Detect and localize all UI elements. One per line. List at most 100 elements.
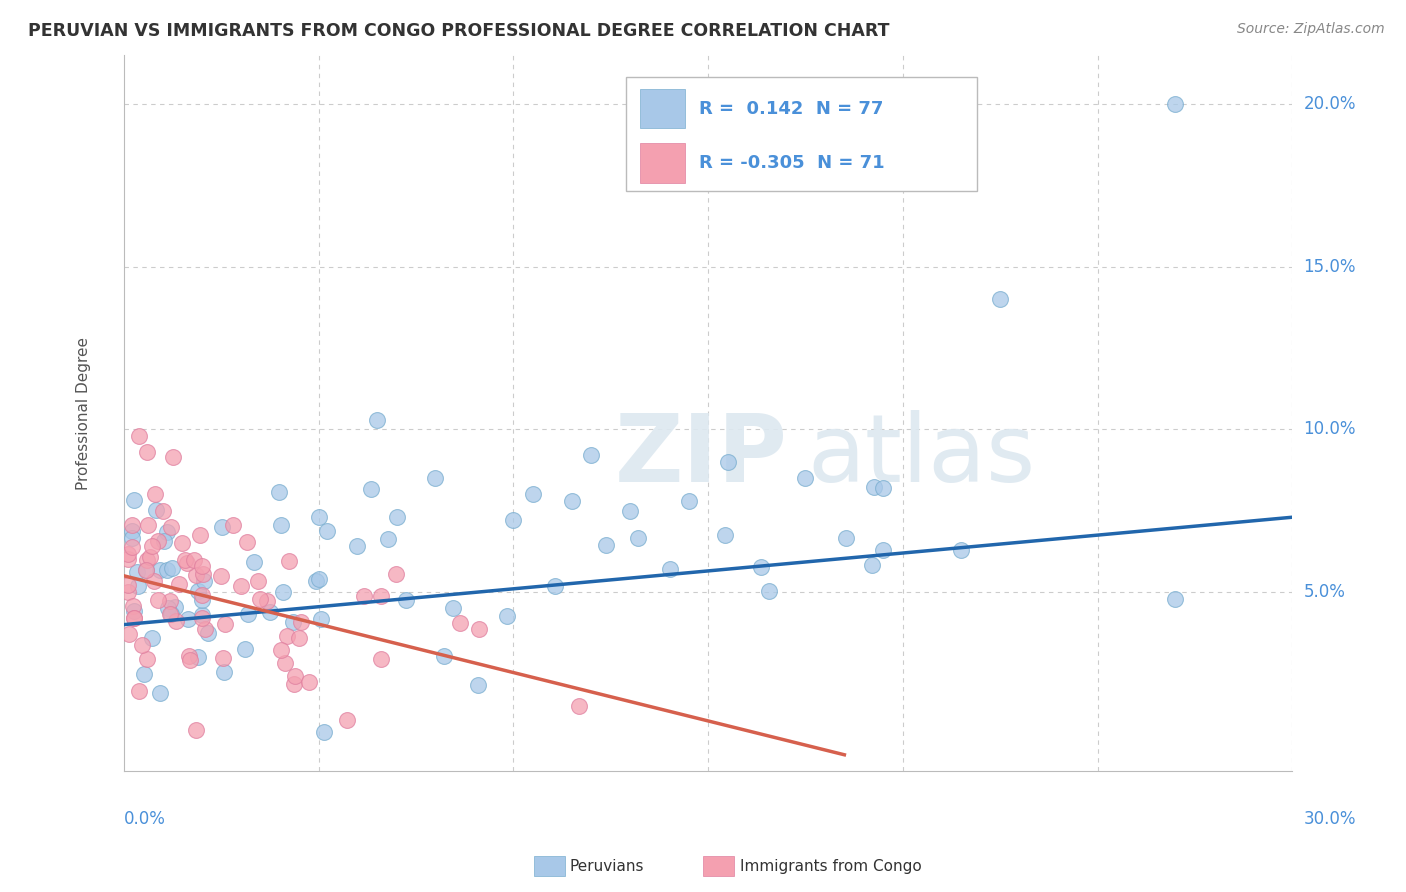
Point xyxy=(366,412,388,426)
Point xyxy=(249,591,271,606)
Point xyxy=(950,542,973,557)
Point xyxy=(122,492,145,507)
Point xyxy=(159,607,181,621)
Point xyxy=(243,555,266,569)
Point xyxy=(860,558,883,572)
Point xyxy=(309,611,332,625)
Point xyxy=(370,652,392,666)
Point xyxy=(190,611,212,625)
Point xyxy=(305,574,328,589)
FancyBboxPatch shape xyxy=(626,77,977,191)
Point xyxy=(117,585,139,599)
Point xyxy=(186,568,208,582)
Point xyxy=(395,593,418,607)
Point xyxy=(209,569,232,583)
Point xyxy=(288,631,311,645)
Text: R =  0.142  N = 77: R = 0.142 N = 77 xyxy=(699,100,883,118)
Point xyxy=(162,450,184,464)
Point xyxy=(163,599,186,614)
Point xyxy=(619,504,641,518)
Point xyxy=(146,593,169,607)
Point xyxy=(141,540,163,554)
Text: 20.0%: 20.0% xyxy=(1303,95,1355,113)
Point xyxy=(121,541,143,555)
Point xyxy=(749,560,772,574)
Point xyxy=(595,537,617,551)
Point xyxy=(193,574,215,588)
Point xyxy=(122,599,145,614)
Point xyxy=(190,592,212,607)
Point xyxy=(432,649,454,664)
FancyBboxPatch shape xyxy=(640,89,685,128)
Point xyxy=(159,520,181,534)
Point xyxy=(117,578,139,592)
Point xyxy=(794,471,817,485)
Point xyxy=(502,514,524,528)
Point xyxy=(156,524,179,539)
Point xyxy=(212,650,235,665)
Point xyxy=(370,590,392,604)
Point xyxy=(283,615,305,629)
Point xyxy=(308,572,330,586)
Point xyxy=(136,517,159,532)
Point xyxy=(233,641,256,656)
Point xyxy=(229,578,252,592)
Point xyxy=(467,678,489,692)
Point xyxy=(267,484,290,499)
Point xyxy=(127,579,149,593)
Point xyxy=(238,607,260,621)
Point xyxy=(167,577,190,591)
Point xyxy=(1164,97,1187,112)
Point xyxy=(468,622,491,636)
Point xyxy=(159,594,181,608)
Point xyxy=(441,600,464,615)
Point xyxy=(1164,591,1187,606)
Point xyxy=(156,563,179,577)
Point xyxy=(117,552,139,566)
Text: 5.0%: 5.0% xyxy=(1303,583,1346,601)
Point xyxy=(214,665,236,679)
Point xyxy=(716,455,738,469)
Point xyxy=(190,607,212,622)
Point xyxy=(152,504,174,518)
Point xyxy=(284,669,307,683)
Point xyxy=(246,574,269,588)
Point xyxy=(191,566,214,581)
Point xyxy=(149,562,172,576)
Point xyxy=(187,584,209,599)
Point xyxy=(128,684,150,698)
Point xyxy=(186,723,208,737)
Point xyxy=(758,584,780,599)
Point xyxy=(276,629,298,643)
Point xyxy=(179,652,201,666)
Point xyxy=(176,556,198,570)
Point xyxy=(581,449,603,463)
Point xyxy=(121,518,143,533)
Point xyxy=(148,533,170,548)
Point xyxy=(121,531,143,545)
Text: R = -0.305  N = 71: R = -0.305 N = 71 xyxy=(699,153,884,171)
Point xyxy=(315,524,337,538)
Point xyxy=(273,656,295,670)
Point xyxy=(156,601,179,615)
Point xyxy=(139,550,162,565)
Point xyxy=(135,563,157,577)
Point xyxy=(121,524,143,538)
Point xyxy=(122,610,145,624)
Point xyxy=(214,617,236,632)
Text: 10.0%: 10.0% xyxy=(1303,420,1355,438)
Point xyxy=(131,638,153,652)
Point xyxy=(183,552,205,566)
Point xyxy=(385,566,408,581)
Point xyxy=(713,527,735,541)
Point xyxy=(544,579,567,593)
Point xyxy=(256,593,278,607)
Point xyxy=(495,608,517,623)
Point xyxy=(872,542,894,557)
Point xyxy=(136,652,159,666)
Point xyxy=(172,536,194,550)
Text: ZIP: ZIP xyxy=(614,410,787,502)
Point xyxy=(346,540,368,554)
Point xyxy=(177,648,200,663)
Point xyxy=(988,292,1011,306)
